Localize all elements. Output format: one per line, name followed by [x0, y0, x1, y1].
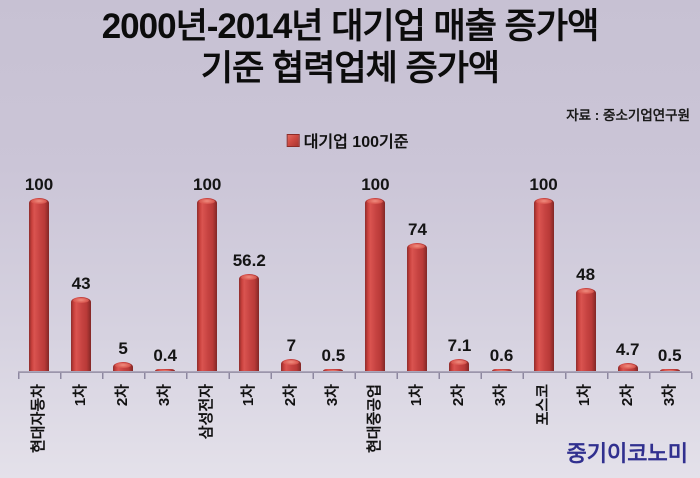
x-axis-label-cell: 현대자동차 — [18, 379, 60, 475]
bar — [491, 369, 512, 371]
bar-value-label: 100 — [361, 175, 390, 194]
bar-value-label: 4.7 — [615, 339, 640, 359]
bar-cell: 0.4 — [144, 198, 186, 371]
bar-cell: 100 — [18, 175, 60, 371]
bar-cell: 100 — [523, 175, 565, 371]
legend: 대기업 100기준 — [286, 128, 409, 152]
bar — [155, 369, 176, 371]
bar — [617, 362, 638, 371]
source-credit: 자료 : 중소기업연구원 — [566, 108, 690, 123]
x-axis-label-cell: 1차 — [60, 379, 102, 475]
bar-value-label: 74 — [407, 219, 427, 239]
x-axis-label: 3차 — [492, 384, 510, 407]
x-axis-label-cell: 2차 — [270, 379, 312, 475]
legend-label: 대기업 100기준 — [303, 134, 409, 151]
x-axis-label: 현대자동차 — [30, 384, 48, 454]
bar-cell: 48 — [565, 198, 607, 371]
bar — [659, 369, 680, 371]
x-axis-label: 2차 — [114, 384, 132, 407]
bar-cell: 43 — [60, 198, 102, 371]
bar-cell: 7 — [270, 198, 312, 371]
x-axis-label: 2차 — [618, 384, 636, 407]
x-axis-label: 1차 — [408, 384, 426, 407]
x-axis-label: 1차 — [576, 384, 594, 407]
bar — [197, 198, 218, 371]
bar-cell: 100 — [186, 175, 228, 371]
x-axis-label: 3차 — [156, 384, 174, 407]
x-axis-label-cell: 현대중공업 — [354, 379, 396, 475]
bar — [575, 287, 596, 371]
publisher-logo: 중기이코노미 — [566, 441, 688, 466]
x-axis-label-cell: 3차 — [144, 379, 186, 475]
bar — [113, 362, 134, 371]
bar-cell: 74 — [396, 198, 438, 371]
x-axis-label: 현대중공업 — [366, 384, 384, 454]
x-axis-line — [18, 371, 692, 373]
bar-value-label: 0.5 — [657, 346, 682, 365]
bar-value-label: 48 — [576, 264, 596, 284]
bar — [29, 198, 50, 371]
x-axis-label-cell: 포스코 — [523, 379, 565, 475]
x-axis-label: 2차 — [282, 384, 300, 407]
bar-value-label: 100 — [529, 175, 558, 194]
bar — [533, 198, 554, 371]
bar-value-label: 0.4 — [153, 346, 177, 365]
x-axis-label-cell: 1차 — [396, 379, 438, 475]
x-axis-ticks — [18, 373, 693, 379]
x-axis-label: 1차 — [240, 384, 258, 407]
bar — [449, 358, 470, 371]
bar-plot-area: 100 43 5 0.4 100 56.2 7 0.5 100 74 7.1 0.6 100 48 4.7 0… — [18, 175, 691, 371]
bar-value-label: 7 — [286, 335, 297, 355]
bar — [323, 369, 344, 371]
x-axis-label-cell: 3차 — [312, 379, 354, 475]
bar-value-label: 100 — [24, 175, 54, 194]
x-axis-label-cell: 2차 — [102, 379, 144, 475]
bar-cell: 0.6 — [481, 198, 523, 371]
x-axis-label: 3차 — [660, 384, 678, 407]
bar-value-label: 7.1 — [447, 335, 472, 355]
x-axis-label: 2차 — [450, 384, 468, 407]
bar-value-label: 56.2 — [232, 250, 266, 270]
bar — [365, 198, 386, 371]
chart-title: 2000년-2014년 대기업 매출 증가액 기준 협력업체 증가액 — [0, 6, 700, 91]
bar-value-label: 0.5 — [321, 346, 346, 365]
bar-cell: 0.5 — [649, 198, 691, 371]
bar-cell: 100 — [354, 175, 396, 371]
chart-title-line2: 기준 협력업체 증가액 — [200, 49, 500, 89]
x-axis-label: 1차 — [72, 384, 90, 407]
bar-cell: 7.1 — [438, 198, 480, 371]
legend-swatch-icon — [286, 133, 300, 147]
bar — [281, 358, 302, 371]
bar-value-label: 0.6 — [489, 346, 514, 365]
chart-title-line1: 2000년-2014년 대기업 매출 증가액 — [101, 7, 600, 46]
x-axis-label-cell: 1차 — [228, 379, 270, 475]
x-axis-label: 포스코 — [534, 384, 552, 426]
bar-value-label: 100 — [193, 175, 222, 194]
x-axis-label-cell: 삼성전자 — [186, 379, 228, 475]
bar — [407, 242, 428, 371]
bar-cell: 0.5 — [312, 198, 354, 371]
bar — [71, 296, 92, 371]
x-axis-label-cell: 3차 — [481, 379, 523, 475]
bar-value-label: 43 — [71, 273, 91, 293]
x-axis-label-cell: 2차 — [438, 379, 480, 475]
bar-value-label: 5 — [118, 339, 128, 359]
bar-cell: 5 — [102, 198, 144, 371]
bar-cell: 4.7 — [607, 198, 649, 371]
bar — [239, 273, 260, 371]
x-axis-label: 삼성전자 — [198, 384, 216, 440]
x-axis-label: 3차 — [324, 384, 342, 407]
bar-cell: 56.2 — [228, 198, 270, 371]
